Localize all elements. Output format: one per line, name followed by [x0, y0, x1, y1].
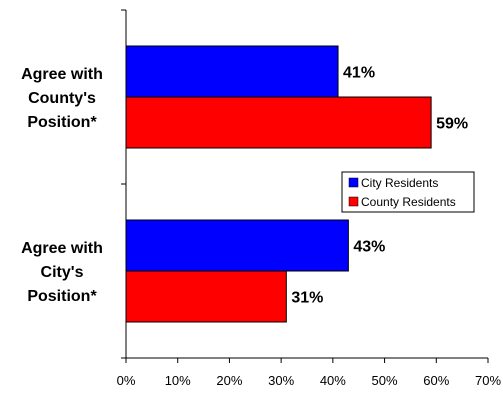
x-tick-label: 0%	[117, 373, 136, 388]
bar-city	[125, 45, 339, 98]
legend-swatch-county	[348, 196, 359, 207]
bar-city	[125, 219, 349, 272]
bar-county	[125, 270, 287, 323]
category-label: Agree with	[21, 240, 103, 257]
legend-swatch-city	[348, 177, 359, 188]
category-label: Position*	[27, 288, 97, 305]
x-tick-label: 70%	[475, 373, 501, 388]
axes: 0% 10% 20% 30% 40% 50% 60% 70%	[117, 9, 501, 388]
x-tick-label: 40%	[320, 373, 346, 388]
legend-label-city: City Residents	[361, 176, 438, 190]
category-label: Agree with	[21, 66, 103, 83]
data-label: 43%	[353, 239, 385, 256]
data-label: 59%	[436, 116, 468, 133]
legend-label-county: County Residents	[361, 195, 456, 209]
category-label: County's	[28, 90, 96, 107]
category-label: City's	[41, 264, 84, 281]
labels: 41% 59% Agree with County's Position* 43% 31% A…	[21, 65, 468, 307]
category-label: Position*	[27, 114, 97, 131]
legend: City Residents County Residents	[341, 171, 475, 213]
x-tick-label: 50%	[372, 373, 398, 388]
bars	[125, 45, 432, 323]
legend-box	[341, 171, 475, 213]
data-label: 41%	[343, 65, 375, 82]
x-tick-label: 60%	[423, 373, 449, 388]
bar-county	[125, 96, 432, 149]
x-tick-label: 30%	[268, 373, 294, 388]
data-label: 31%	[291, 290, 323, 307]
x-tick-label: 10%	[165, 373, 191, 388]
x-tick-label: 20%	[216, 373, 242, 388]
